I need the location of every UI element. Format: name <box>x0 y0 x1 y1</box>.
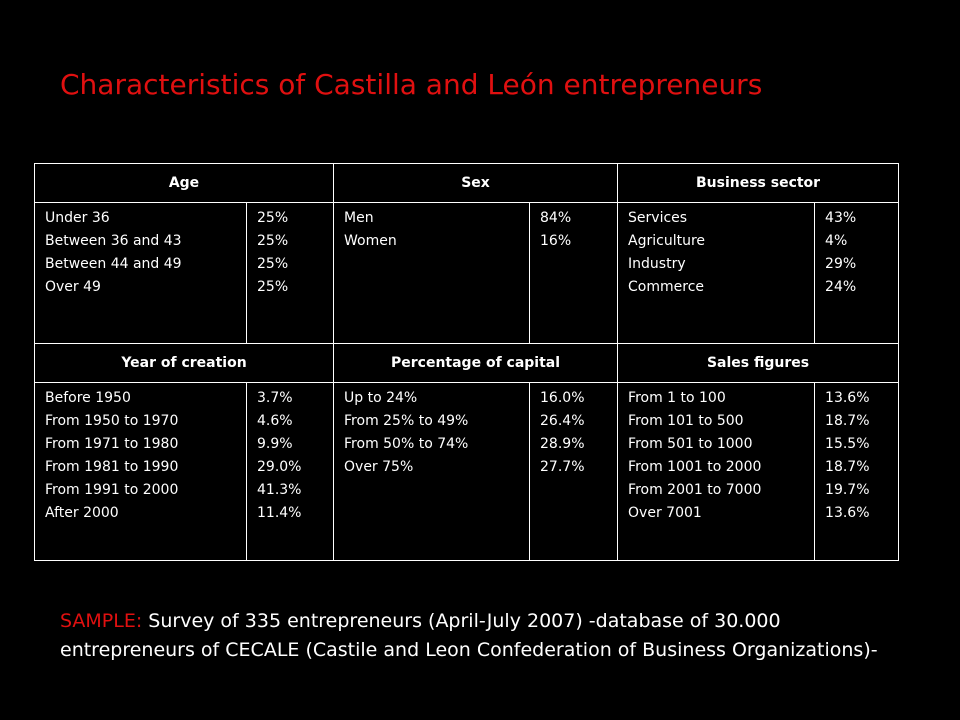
header-year-of-creation: Year of creation <box>33 343 335 383</box>
sales-values-cell: 13.6% 18.7% 15.5% 18.7% 19.7% 13.6% <box>814 382 900 561</box>
sector-label: Commerce <box>628 279 705 295</box>
sector-value: 29% <box>825 256 857 272</box>
sales-label: Over 7001 <box>628 505 702 521</box>
capital-label: Up to 24% <box>344 390 418 406</box>
sex-values-cell: 84% 16% <box>529 202 619 344</box>
sales-labels-cell: From 1 to 100 From 101 to 500 From 501 t… <box>617 382 816 561</box>
sales-value: 13.6% <box>825 390 870 406</box>
age-value: 25% <box>257 256 289 272</box>
age-label: Under 36 <box>45 210 110 226</box>
sector-values-cell: 43% 4% 29% 24% <box>814 202 900 344</box>
year-label: From 1981 to 1990 <box>45 459 179 475</box>
header-sex: Sex <box>333 163 619 203</box>
sector-value: 24% <box>825 279 857 295</box>
capital-values-cell: 16.0% 26.4% 28.9% 27.7% <box>529 382 619 561</box>
year-label: From 1971 to 1980 <box>45 436 179 452</box>
table-row: Before 1950 From 1950 to 1970 From 1971 … <box>34 382 900 561</box>
capital-value: 28.9% <box>540 436 585 452</box>
sales-label: From 2001 to 7000 <box>628 482 762 498</box>
year-label: Before 1950 <box>45 390 131 406</box>
slide-title: Characteristics of Castilla and León ent… <box>60 68 763 101</box>
characteristics-table: Age Sex Business sector Under 36 Between… <box>33 163 900 561</box>
year-value: 41.3% <box>257 482 302 498</box>
sex-value: 84% <box>540 210 572 226</box>
capital-label: From 25% to 49% <box>344 413 469 429</box>
year-label: From 1991 to 2000 <box>45 482 179 498</box>
sector-labels-cell: Services Agriculture Industry Commerce <box>617 202 816 344</box>
age-values-cell: 25% 25% 25% 25% <box>245 202 335 344</box>
sector-label: Services <box>628 210 688 226</box>
sales-value: 18.7% <box>825 459 870 475</box>
sales-label: From 101 to 500 <box>628 413 744 429</box>
sex-label: Women <box>344 233 397 249</box>
age-label: Between 36 and 43 <box>45 233 182 249</box>
capital-value: 26.4% <box>540 413 585 429</box>
age-label: Between 44 and 49 <box>45 256 182 272</box>
sales-label: From 1001 to 2000 <box>628 459 762 475</box>
age-labels-cell: Under 36 Between 36 and 43 Between 44 an… <box>34 202 247 344</box>
sector-value: 43% <box>825 210 857 226</box>
sample-text: Survey of 335 entrepreneurs (April-July … <box>60 610 878 661</box>
capital-labels-cell: Up to 24% From 25% to 49% From 50% to 74… <box>333 382 531 561</box>
year-value: 29.0% <box>257 459 302 475</box>
age-value: 25% <box>257 279 289 295</box>
year-value: 9.9% <box>257 436 293 452</box>
year-value: 3.7% <box>257 390 293 406</box>
sales-value: 19.7% <box>825 482 870 498</box>
sex-value: 16% <box>540 233 572 249</box>
sector-label: Industry <box>628 256 686 272</box>
header-business-sector: Business sector <box>617 163 900 203</box>
age-value: 25% <box>257 210 289 226</box>
age-value: 25% <box>257 233 289 249</box>
year-value: 4.6% <box>257 413 293 429</box>
sample-note: SAMPLE: Survey of 335 entrepreneurs (Apr… <box>60 607 920 665</box>
capital-value: 27.7% <box>540 459 585 475</box>
sector-label: Agriculture <box>628 233 706 249</box>
header-percentage-of-capital: Percentage of capital <box>333 343 619 383</box>
sales-value: 18.7% <box>825 413 870 429</box>
year-labels-cell: Before 1950 From 1950 to 1970 From 1971 … <box>34 382 247 561</box>
capital-label: From 50% to 74% <box>344 436 469 452</box>
sales-value: 15.5% <box>825 436 870 452</box>
sector-value: 4% <box>825 233 848 249</box>
table-header-row: Age Sex Business sector <box>33 163 900 203</box>
year-label: After 2000 <box>45 505 119 521</box>
age-label: Over 49 <box>45 279 101 295</box>
sex-label: Men <box>344 210 374 226</box>
header-age: Age <box>33 163 335 203</box>
year-values-cell: 3.7% 4.6% 9.9% 29.0% 41.3% 11.4% <box>245 382 335 561</box>
year-label: From 1950 to 1970 <box>45 413 179 429</box>
sex-labels-cell: Men Women <box>333 202 531 344</box>
sales-label: From 501 to 1000 <box>628 436 753 452</box>
sales-value: 13.6% <box>825 505 870 521</box>
table-header-row: Year of creation Percentage of capital S… <box>33 343 900 383</box>
table-row: Under 36 Between 36 and 43 Between 44 an… <box>34 202 900 344</box>
sales-label: From 1 to 100 <box>628 390 726 406</box>
year-value: 11.4% <box>257 505 302 521</box>
capital-label: Over 75% <box>344 459 414 475</box>
sample-label: SAMPLE: <box>60 610 143 632</box>
capital-value: 16.0% <box>540 390 585 406</box>
header-sales-figures: Sales figures <box>617 343 900 383</box>
